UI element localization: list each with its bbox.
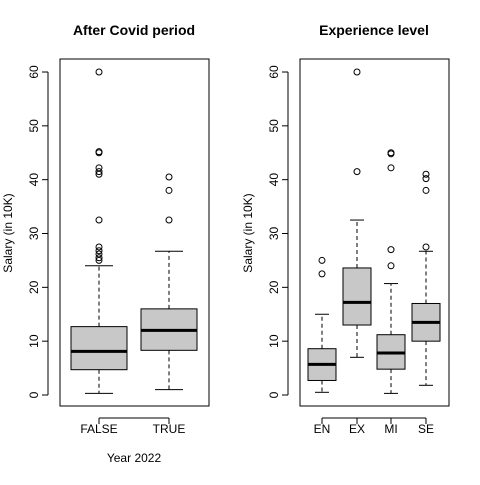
panel-2-y-axis: 0 10 20 30 40 50 60 [267,65,288,398]
box-true [141,174,197,390]
outlier-point [388,165,394,171]
panel-after-covid: After Covid period Salary (in 10K) Year … [1,22,209,465]
outlier-point [96,244,102,250]
x-tick-label-false: FALSE [80,422,117,436]
panel-1-x-axis: FALSE TRUE [80,418,185,436]
outlier-point [319,271,325,277]
panel-experience-level: Experience level Salary (in 10K) 0 10 20 30… [241,22,449,436]
panel-1-xlabel: Year 2022 [107,451,162,465]
y-tick-label: 0 [27,391,41,398]
box-ex [343,69,371,357]
outlier-point [423,244,429,250]
outlier-point [388,247,394,253]
outlier-point [423,171,429,177]
panel-2-boxes [308,69,440,393]
outlier-point [354,169,360,175]
iqr-box [343,268,371,325]
y-tick-label: 40 [27,173,41,187]
outlier-point [96,217,102,223]
x-tick-label-en: EN [314,422,331,436]
outlier-point [423,187,429,193]
x-tick-label-ex: EX [349,422,365,436]
box-en [308,257,336,392]
panel-1-boxes [71,69,197,393]
panel-1-title: After Covid period [73,22,195,38]
y-tick-label: 50 [27,119,41,133]
y-tick-label: 30 [27,227,41,241]
y-tick-label: 20 [27,280,41,294]
y-tick-label: 0 [267,391,281,398]
box-false [71,69,127,393]
outlier-point [166,187,172,193]
iqr-box [71,327,127,370]
outlier-point [166,217,172,223]
x-tick-label-true: TRUE [153,422,186,436]
y-tick-label: 60 [27,65,41,79]
y-tick-label: 10 [27,334,41,348]
panel-2-ylabel: Salary (in 10K) [241,193,255,272]
panel-2-title: Experience level [319,22,429,38]
y-tick-label: 50 [267,119,281,133]
x-tick-label-se: SE [418,422,434,436]
y-tick-label: 60 [267,65,281,79]
outlier-point [354,69,360,75]
box-se [412,171,440,385]
outlier-point [166,174,172,180]
panel-2-x-axis: EN EX MI SE [314,418,434,436]
y-tick-label: 40 [267,173,281,187]
outlier-point [96,165,102,171]
box-mi [377,150,405,394]
y-tick-label: 10 [267,334,281,348]
panel-1-ylabel: Salary (in 10K) [1,193,15,272]
outlier-point [96,69,102,75]
y-tick-label: 20 [267,280,281,294]
x-tick-label-mi: MI [384,422,397,436]
outlier-point [319,257,325,263]
outlier-point [388,263,394,269]
panel-1-y-axis: 0 10 20 30 40 50 60 [27,65,48,398]
y-tick-label: 30 [267,227,281,241]
